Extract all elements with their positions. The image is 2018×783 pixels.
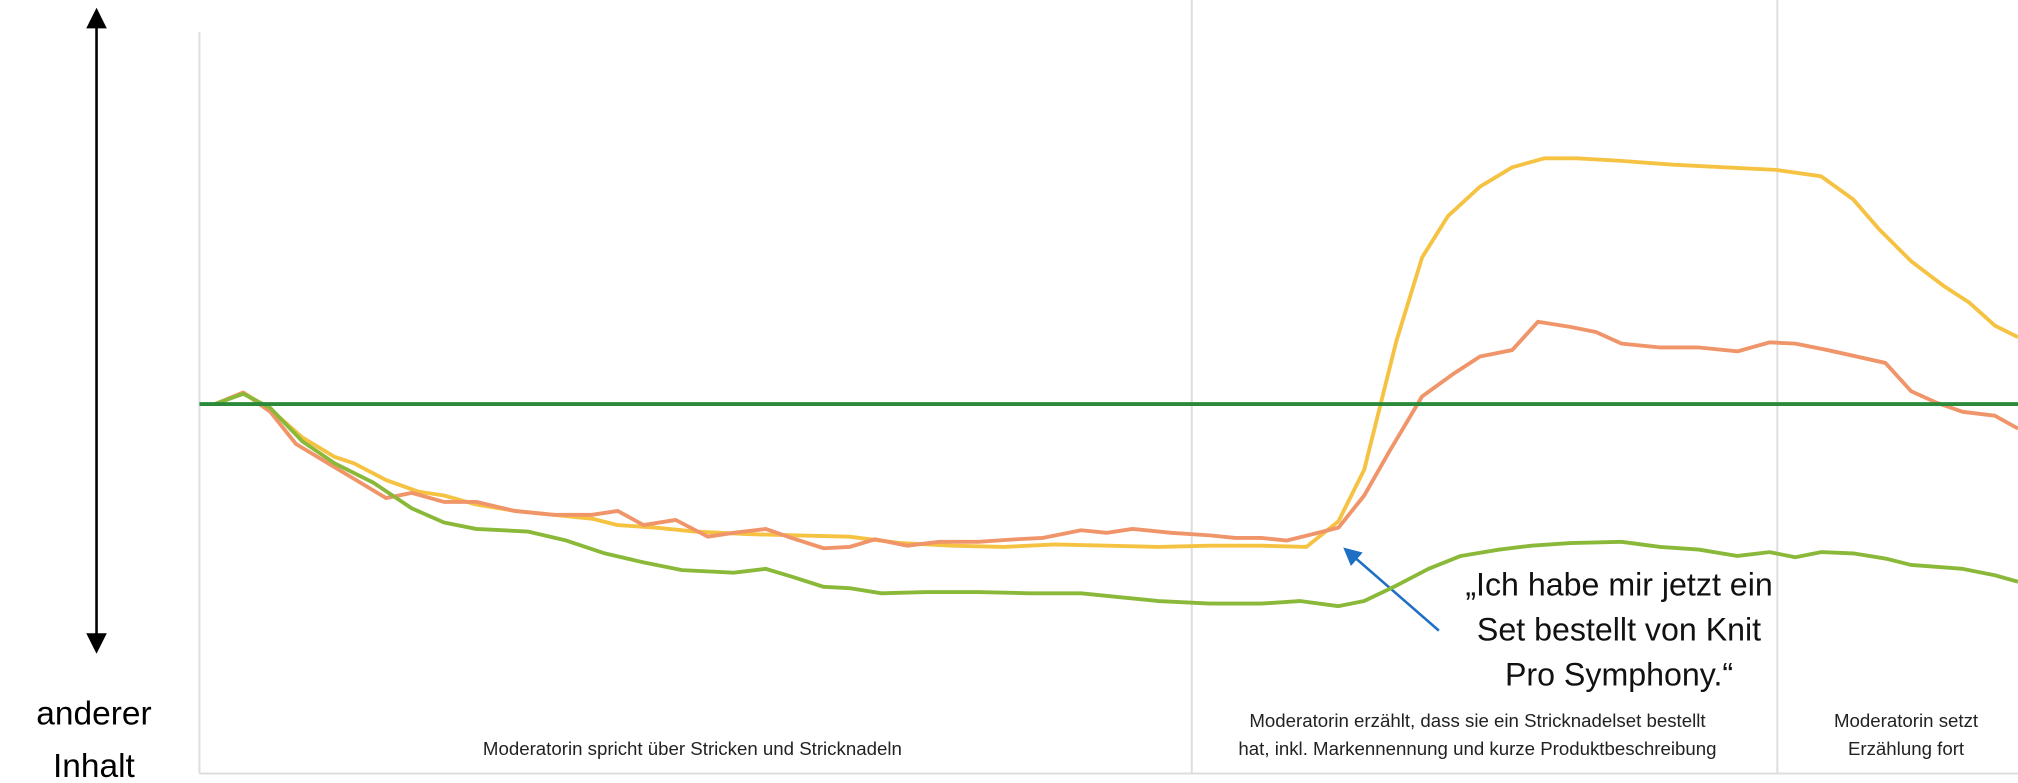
data-line	[214, 319, 2018, 551]
annotation: Pro Symphony.“	[1505, 656, 1733, 692]
data-line	[214, 391, 2018, 609]
annotation-arrow	[1343, 547, 1440, 632]
annotation: Set bestellt von Knit	[1477, 611, 1761, 647]
section-label: Moderatorin setzt	[1834, 710, 1979, 731]
section-label: Erzählung fort	[1848, 738, 1965, 759]
section-label: Moderatorin erzählt, dass sie ein Strick…	[1249, 710, 1706, 731]
data-line	[214, 156, 2018, 549]
left-label: anderer	[36, 695, 151, 732]
section-label: Moderatorin spricht über Stricken und St…	[483, 738, 902, 759]
annotation: „Ich habe mir jetzt ein	[1465, 566, 1772, 602]
section-label: hat, inkl. Markennennung und kurze Produ…	[1238, 738, 1716, 759]
left-label: Inhalt	[53, 748, 136, 783]
